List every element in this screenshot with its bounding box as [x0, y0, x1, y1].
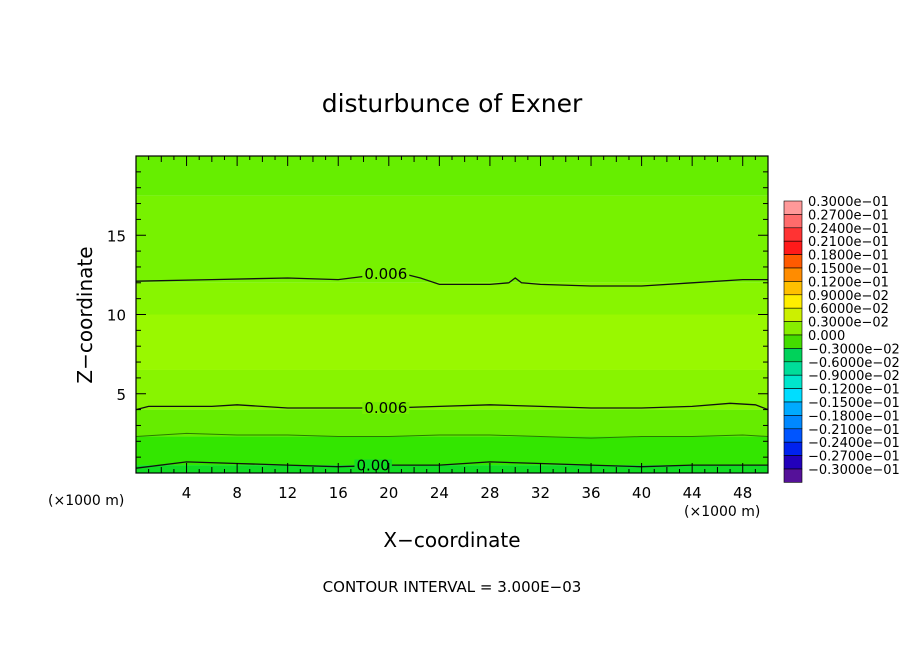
colorbar-label-7: 0.9000e−02 — [808, 289, 889, 304]
x-tick-label: 12 — [278, 484, 297, 502]
colorbar-label-17: −0.2100e−01 — [808, 423, 900, 438]
x-tick-label: 40 — [632, 484, 651, 502]
colorbar-swatch-9 — [783, 321, 803, 336]
x-tick-label: 32 — [531, 484, 550, 502]
colorbar-label-0: 0.3000e−01 — [808, 195, 889, 210]
colorbar-swatch-10 — [783, 334, 803, 349]
contour-interval-note: CONTOUR INTERVAL = 3.000E−03 — [323, 578, 582, 596]
colorbar-swatch-15 — [783, 401, 803, 416]
contour-label-gap — [362, 402, 410, 415]
colorbar-swatch-7 — [783, 294, 803, 309]
x-tick-labels: 4 8 12 16 20 24 28 32 36 40 44 48 — [182, 484, 752, 502]
x-unit-label: (×1000 m) — [684, 504, 760, 520]
plot-fill — [136, 156, 768, 473]
contour-lines — [135, 272, 769, 469]
y-unit-label: (×1000 m) — [48, 493, 124, 509]
colorbar-swatch-6 — [783, 281, 803, 296]
colorbar-swatch-5 — [783, 267, 803, 282]
colorbar-swatch-16 — [783, 415, 803, 430]
colorbar-swatch-19 — [783, 455, 803, 470]
colorbar: 0.3000e−010.2700e−010.2400e−010.2100e−01… — [783, 195, 900, 483]
colorbar-swatch-20 — [783, 468, 803, 483]
colorbar-label-4: 0.1800e−01 — [808, 249, 889, 264]
colorbar-swatch-0 — [783, 200, 803, 215]
contour-label-0: 0.006 — [364, 265, 407, 283]
colorbar-label-16: −0.1800e−01 — [808, 409, 900, 424]
colorbar-swatch-1 — [783, 214, 803, 229]
colorbar-swatch-17 — [783, 428, 803, 443]
x-tick-label: 48 — [733, 484, 752, 502]
colorbar-label-15: −0.1500e−01 — [808, 396, 900, 411]
y-tick-label: 15 — [107, 227, 126, 245]
colorbar-swatch-18 — [783, 441, 803, 456]
colorbar-swatch-11 — [783, 348, 803, 363]
colorbar-label-1: 0.2700e−01 — [808, 208, 889, 223]
colorbar-label-9: 0.3000e−02 — [808, 316, 889, 331]
colorbar-label-13: −0.9000e−02 — [808, 369, 900, 384]
colorbar-label-12: −0.6000e−02 — [808, 356, 900, 371]
colorbar-label-20: −0.3000e−01 — [808, 463, 900, 478]
fill-band-3 — [136, 314, 768, 370]
x-tick-label: 20 — [379, 484, 398, 502]
x-tick-label: 4 — [182, 484, 192, 502]
fill-band-1 — [136, 195, 768, 283]
axis-ticks — [136, 156, 768, 473]
y-axis-label: Z−coordinate — [73, 246, 97, 383]
contour-label-2: 0.00 — [356, 456, 389, 474]
contour-label-1: 0.006 — [364, 399, 407, 417]
fill-band-4 — [136, 369, 768, 410]
fill-band-6 — [136, 436, 768, 466]
x-axis-label: X−coordinate — [383, 528, 520, 552]
colorbar-label-10: 0.000 — [808, 329, 845, 344]
thin-contour-0 — [135, 432, 769, 439]
x-tick-label: 24 — [430, 484, 449, 502]
colorbar-swatch-13 — [783, 374, 803, 389]
fill-band-0 — [136, 156, 768, 196]
contour-labels: 0.006 0.006 0.00 — [354, 265, 410, 474]
x-tick-label: 8 — [232, 484, 242, 502]
y-tick-label: 5 — [116, 386, 126, 404]
x-tick-label: 36 — [581, 484, 600, 502]
contour-line-1 — [135, 402, 769, 411]
fill-band-5 — [136, 409, 768, 437]
colorbar-label-18: −0.2400e−01 — [808, 436, 900, 451]
colorbar-label-6: 0.1200e−01 — [808, 275, 889, 290]
x-tick-label: 16 — [329, 484, 348, 502]
colorbar-swatch-2 — [783, 227, 803, 242]
contour-label-gap — [362, 268, 410, 281]
colorbar-swatch-8 — [783, 307, 803, 322]
colorbar-label-3: 0.2100e−01 — [808, 235, 889, 250]
colorbar-swatch-3 — [783, 240, 803, 255]
colorbar-label-8: 0.6000e−02 — [808, 302, 889, 317]
colorbar-swatch-12 — [783, 361, 803, 376]
x-tick-label: 28 — [480, 484, 499, 502]
colorbar-label-19: −0.2700e−01 — [808, 450, 900, 465]
colorbar-label-11: −0.3000e−02 — [808, 342, 900, 357]
y-tick-label: 10 — [107, 307, 126, 325]
contour-line-0 — [135, 272, 768, 287]
x-tick-label: 44 — [683, 484, 702, 502]
colorbar-label-14: −0.1200e−01 — [808, 383, 900, 398]
colorbar-swatch-4 — [783, 254, 803, 269]
y-tick-labels: 5 10 15 — [107, 227, 126, 404]
colorbar-label-5: 0.1500e−01 — [808, 262, 889, 277]
colorbar-swatch-14 — [783, 388, 803, 403]
colorbar-label-2: 0.2400e−01 — [808, 222, 889, 237]
fill-band-2 — [136, 282, 768, 315]
chart-title: disturbunce of Exner — [322, 89, 583, 118]
contour-line-2 — [135, 461, 768, 469]
